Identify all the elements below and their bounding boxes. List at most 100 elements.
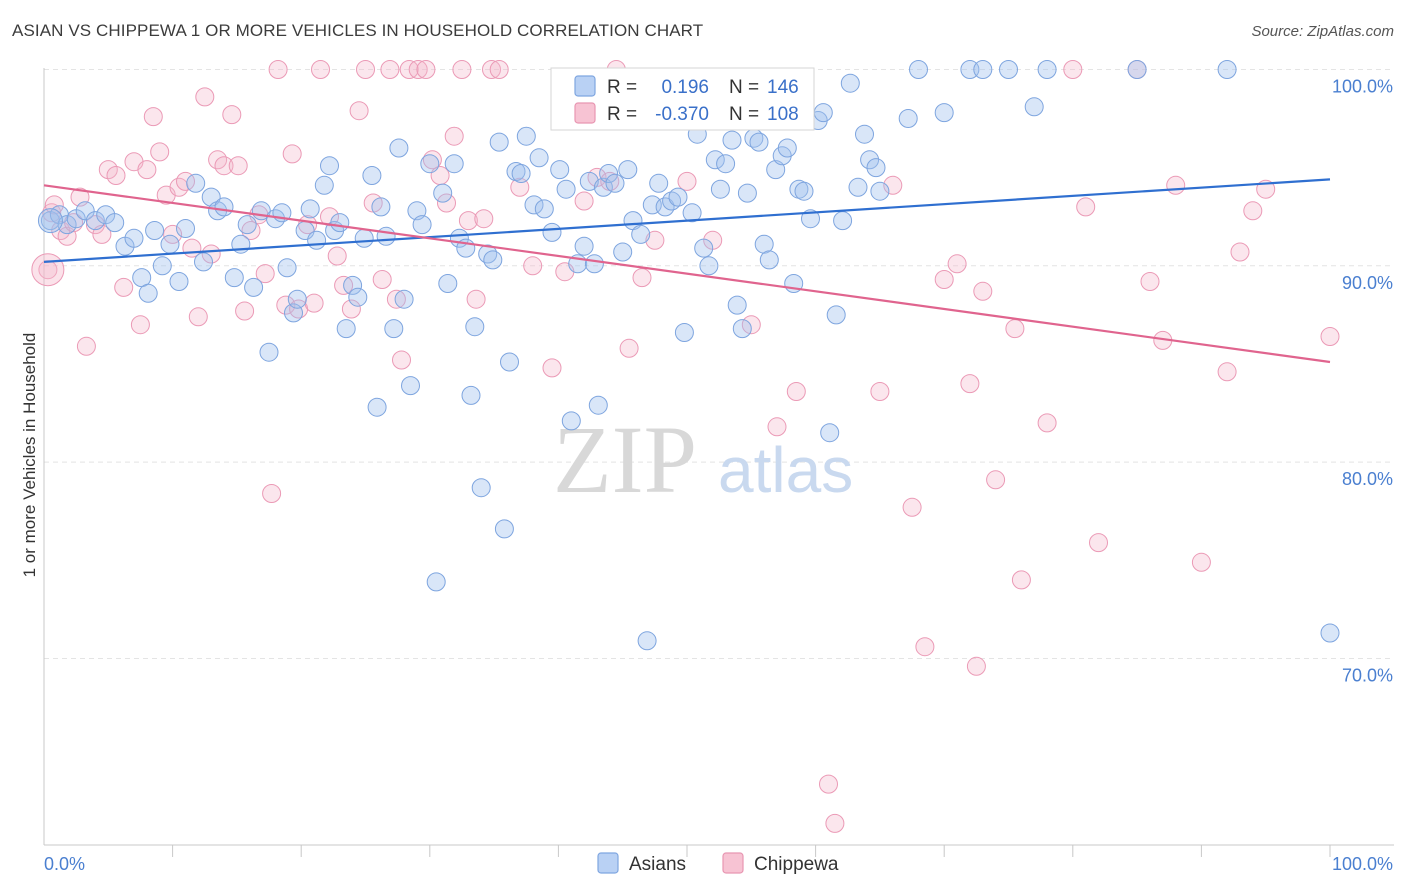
asian-point: [722, 130, 742, 150]
legend-n-label-asians: N =: [729, 77, 759, 98]
x-tick-label-max: 100.0%: [1332, 854, 1393, 874]
chippewa-point: [188, 307, 208, 327]
asian-point: [754, 234, 774, 254]
y-tick-label: 90.0%: [1342, 273, 1393, 293]
asian-point: [898, 109, 918, 128]
asian-point: [384, 319, 404, 339]
asian-point: [394, 289, 414, 309]
asian-point: [85, 211, 105, 231]
asian-point: [314, 175, 334, 195]
chippewa-point: [1005, 319, 1025, 339]
asian-point: [588, 395, 608, 415]
chippewa-point: [98, 160, 118, 180]
chart-title: ASIAN VS CHIPPEWA 1 OR MORE VEHICLES IN …: [12, 21, 704, 40]
asian-point: [605, 173, 625, 193]
chippewa-point: [1320, 327, 1340, 346]
asian-point: [516, 126, 536, 146]
y-axis-label: 1 or more Vehicles in Household: [20, 333, 39, 578]
chippewa-point: [311, 60, 330, 79]
asian-point: [1127, 60, 1147, 79]
asian-point: [336, 319, 356, 339]
chippewa-point: [466, 289, 486, 309]
chippewa-trend-line: [43, 184, 1331, 364]
chippewa-point: [262, 484, 282, 503]
asian-point: [833, 211, 853, 231]
chippewa-point: [235, 301, 255, 321]
chippewa-point: [1166, 175, 1186, 195]
chippewa-point: [458, 211, 478, 231]
asian-point: [1037, 60, 1057, 79]
asian-point: [599, 164, 619, 183]
asian-point: [866, 158, 886, 178]
asian-point: [138, 283, 158, 303]
y-tick-labels: 70.0% 80.0% 90.0% 100.0%: [1332, 76, 1393, 685]
chippewa-point: [130, 315, 150, 335]
asian-point: [749, 132, 769, 152]
asian-point: [500, 352, 519, 372]
chippewa-point: [1037, 413, 1057, 433]
asian-point: [412, 215, 432, 235]
asian-point: [973, 60, 993, 79]
chippewa-point: [452, 60, 472, 79]
asian-point: [224, 268, 244, 288]
y-tick-label: 100.0%: [1332, 76, 1393, 96]
series-legend-label-chippewa: Chippewa: [754, 854, 839, 875]
chippewa-point: [444, 126, 464, 146]
asian-point: [160, 234, 180, 254]
asian-point: [362, 166, 382, 185]
asian-point: [668, 187, 688, 207]
chippewa-point: [474, 209, 494, 229]
chippewa-point: [1089, 533, 1108, 553]
chippewa-point: [201, 244, 221, 264]
asian-point: [259, 342, 279, 362]
asian-point: [461, 385, 481, 405]
chippewa-point: [195, 87, 215, 107]
asian-point: [287, 289, 307, 309]
watermark: ZIP atlas: [553, 406, 853, 513]
asian-point: [556, 179, 576, 199]
asian-point: [37, 208, 63, 234]
chippewa-point: [482, 60, 501, 79]
asian-point: [870, 181, 890, 201]
asian-point: [1024, 97, 1044, 117]
asian-point: [529, 148, 549, 168]
chippewa-point: [1076, 197, 1096, 217]
chippewa-point: [489, 60, 509, 79]
asian-point: [777, 138, 797, 158]
asian-point: [237, 215, 257, 235]
asian-point: [420, 154, 440, 174]
chippewa-point: [870, 382, 890, 401]
series-legend: Asians Chippewa: [597, 852, 839, 875]
asian-point: [478, 244, 498, 264]
series-legend-label-asians: Asians: [629, 854, 686, 875]
chippewa-point: [114, 277, 134, 297]
asian-point: [343, 275, 363, 295]
chippewa-point: [214, 156, 234, 176]
chippewa-point: [819, 774, 838, 794]
chippewa-point: [349, 101, 369, 121]
chippewa-point: [767, 417, 787, 437]
chippewa-point: [947, 254, 967, 274]
asian-point: [307, 230, 327, 250]
chart-source: Source: ZipAtlas.com: [1251, 23, 1394, 40]
asian-point: [75, 201, 95, 221]
legend-r-label-asians: R =: [607, 77, 637, 98]
asian-point: [637, 631, 657, 651]
chippewa-point: [619, 338, 639, 358]
chippewa-point: [741, 315, 761, 335]
chippewa-point: [677, 171, 697, 191]
asian-point: [705, 150, 725, 170]
chippewa-point: [1191, 552, 1211, 572]
asian-point: [826, 305, 846, 325]
watermark-zip: ZIP: [553, 406, 697, 513]
chippewa-point: [106, 166, 126, 185]
asian-point: [371, 197, 391, 217]
asian-point: [561, 411, 581, 431]
asian-point: [534, 199, 554, 219]
asian-point: [801, 209, 820, 229]
asian-point: [1320, 623, 1340, 643]
asian-point: [244, 277, 264, 297]
asian-point: [674, 323, 694, 342]
legend-r-value-asians: 0.196: [661, 77, 709, 98]
